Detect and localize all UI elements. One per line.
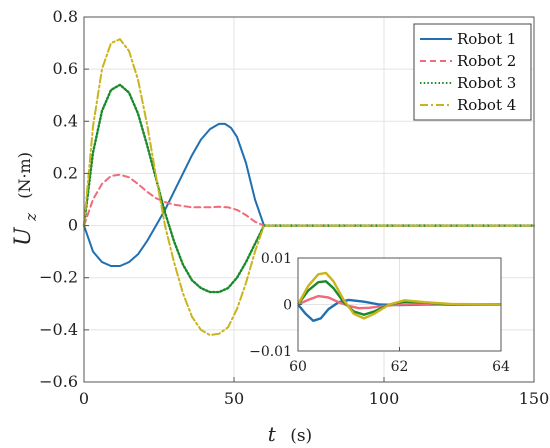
y-tick-label: 0.4	[53, 111, 78, 130]
inset-x-tick-label: 62	[391, 359, 409, 375]
series-line-robot-4	[83, 38, 535, 337]
y-axis-var: U	[11, 226, 36, 246]
main-tick-labels: 0 50 100 150 −0.6 −0.4 −0.2 0 0.2 0.4 0.6 0.8	[39, 7, 549, 408]
inset-series-line-robot-2	[297, 294, 501, 310]
x-axis-unit: (s)	[290, 426, 312, 446]
legend-label: Robot 3	[457, 74, 516, 92]
y-tick-label: −0.2	[39, 268, 78, 287]
y-axis-sub: z	[22, 213, 40, 222]
inset-y-tick-label: −0.01	[249, 344, 292, 360]
inset-x-tick-label: 60	[289, 359, 307, 375]
x-tick-label: 150	[519, 389, 550, 408]
series-line-robot-3	[82, 83, 536, 294]
y-tick-label: 0.8	[53, 7, 78, 26]
x-tick-label: 100	[369, 389, 400, 408]
main-plot-frame	[83, 16, 535, 383]
series-line-robot-2	[83, 173, 535, 227]
y-tick-label: 0.2	[53, 163, 78, 182]
y-tick-label: 0	[68, 216, 78, 235]
y-axis-label: U z (N·m)	[11, 152, 41, 246]
legend-label: Robot 2	[457, 52, 516, 70]
x-axis-label: t (s)	[268, 422, 312, 446]
x-axis-var: t	[268, 422, 277, 446]
legend: Robot 1 Robot 2 Robot 3 Robot 4	[413, 23, 532, 121]
y-tick-label: −0.6	[39, 372, 78, 391]
y-tick-label: −0.4	[39, 320, 78, 339]
series-line-robot-1	[83, 122, 535, 267]
x-tick-label: 0	[79, 389, 89, 408]
inset-y-tick-label: 0	[283, 298, 292, 314]
inset-x-tick-label: 64	[492, 359, 510, 375]
inset-series-line-robot-4	[296, 271, 502, 320]
svg-text:U z (N·m): U z (N·m)	[11, 152, 41, 246]
legend-label: Robot 4	[457, 96, 516, 114]
inset-tick-labels: 60 62 64 −0.01 0 0.01	[249, 251, 510, 375]
y-axis-unit: (N·m)	[15, 152, 34, 199]
main-series	[82, 38, 536, 337]
legend-label: Robot 1	[457, 30, 516, 48]
x-tick-label: 50	[224, 389, 244, 408]
y-tick-label: 0.6	[53, 59, 78, 78]
inset-y-tick-label: 0.01	[261, 251, 292, 267]
inset-series	[296, 271, 502, 322]
